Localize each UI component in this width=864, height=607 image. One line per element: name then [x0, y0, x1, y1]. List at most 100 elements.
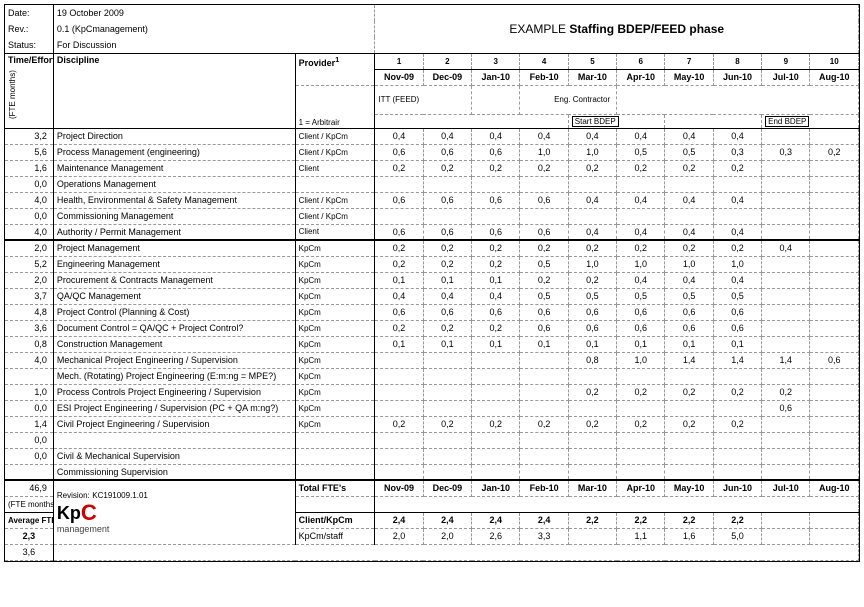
- row-val: [810, 416, 859, 432]
- row-discipline: Process Controls Project Engineering / S…: [53, 384, 295, 400]
- row-provider: [295, 464, 375, 480]
- row-val: 0,1: [375, 272, 423, 288]
- row-val: 0,4: [665, 272, 713, 288]
- row-val: [375, 400, 423, 416]
- row-val: 0,1: [472, 336, 520, 352]
- month-idx-8: 8: [713, 53, 761, 69]
- row-val: 0,2: [568, 384, 616, 400]
- row-provider: Client / KpCm: [295, 192, 375, 208]
- row-val: [762, 320, 810, 336]
- cv4: 2,4: [520, 512, 568, 528]
- row-val: 0,2: [568, 272, 616, 288]
- ftr-m1: Nov-09: [375, 480, 423, 496]
- col-header-row: Time/Effort (FTE months) Discipline Prov…: [5, 53, 859, 69]
- month-lbl-8: Jun-10: [713, 69, 761, 85]
- cv2: 2,4: [423, 512, 471, 528]
- row-val: 0,1: [375, 336, 423, 352]
- main-table: Date: 19 October 2009 EXAMPLE Staffing B…: [5, 5, 859, 561]
- row-discipline: Civil & Mechanical Supervision: [53, 448, 295, 464]
- row-val: [762, 464, 810, 480]
- row-val: 0,2: [423, 320, 471, 336]
- row-val: [762, 368, 810, 384]
- row-val: [520, 384, 568, 400]
- ftr-m2: Dec-09: [423, 480, 471, 496]
- row-val: 0,2: [617, 416, 665, 432]
- rev-value: 0.1 (KpCmanagement): [53, 21, 375, 37]
- row-te: 5,6: [5, 144, 53, 160]
- row-val: 0,2: [713, 384, 761, 400]
- month-lbl-5: Mar-10: [568, 69, 616, 85]
- row-val: 1,0: [617, 352, 665, 368]
- row-val: [810, 224, 859, 240]
- status-label: Status:: [5, 37, 53, 53]
- row-te: 4,0: [5, 352, 53, 368]
- row-val: [810, 432, 859, 448]
- row-val: [375, 448, 423, 464]
- row-val: 0,1: [568, 336, 616, 352]
- ftr-m10: Aug-10: [810, 480, 859, 496]
- row-val: 0,4: [617, 272, 665, 288]
- row-discipline: ESI Project Engineering / Supervision (P…: [53, 400, 295, 416]
- row-val: 0,2: [423, 160, 471, 176]
- row-val: 0,2: [617, 160, 665, 176]
- row-te: 3,2: [5, 128, 53, 144]
- row-provider: KpCm: [295, 304, 375, 320]
- rev-label: Rev.:: [5, 21, 53, 37]
- row-val: [520, 400, 568, 416]
- row-val: 0,5: [665, 288, 713, 304]
- row-val: 1,0: [617, 256, 665, 272]
- row-val: [762, 304, 810, 320]
- row-val: 0,2: [423, 416, 471, 432]
- row-val: [375, 432, 423, 448]
- row-val: [762, 272, 810, 288]
- row-val: 0,5: [568, 288, 616, 304]
- month-lbl-10: Aug-10: [810, 69, 859, 85]
- table-row: 3,7QA/QC ManagementKpCm0,40,40,40,50,50,…: [5, 288, 859, 304]
- table-row: 2,0Procurement & Contracts ManagementKpC…: [5, 272, 859, 288]
- row-te: 2,0: [5, 240, 53, 256]
- row-val: 0,2: [423, 256, 471, 272]
- row-val: 0,4: [472, 288, 520, 304]
- kpcm-staff-label: KpCm/staff: [295, 528, 375, 544]
- row-val: 0,6: [423, 192, 471, 208]
- row-val: [810, 336, 859, 352]
- kv7: 1,6: [665, 528, 713, 544]
- month-lbl-1: Nov-09: [375, 69, 423, 85]
- row-provider: [295, 448, 375, 464]
- row-val: [423, 464, 471, 480]
- row-val: [472, 176, 520, 192]
- row-val: [762, 208, 810, 224]
- row-val: 0,2: [713, 240, 761, 256]
- row-val: 0,4: [713, 224, 761, 240]
- row-val: 1,0: [520, 144, 568, 160]
- kv10: [810, 528, 859, 544]
- row-val: [713, 208, 761, 224]
- kpcm-avg: 3,6: [5, 544, 53, 560]
- cv9: [762, 512, 810, 528]
- row-discipline: Engineering Management: [53, 256, 295, 272]
- footer-kpcm-avg-row: 3,6: [5, 544, 859, 560]
- row-te: 3,7: [5, 288, 53, 304]
- row-val: 0,4: [713, 272, 761, 288]
- row-discipline: Project Management: [53, 240, 295, 256]
- row-val: 0,2: [375, 160, 423, 176]
- row-val: 0,2: [810, 144, 859, 160]
- row-val: [713, 432, 761, 448]
- itt-note: ITT (FEED): [375, 85, 472, 114]
- row-discipline: Maintenance Management: [53, 160, 295, 176]
- table-row: 4,0Mechanical Project Engineering / Supe…: [5, 352, 859, 368]
- table-row: 1,6Maintenance ManagementClient0,20,20,2…: [5, 160, 859, 176]
- table-row: 0,0Civil & Mechanical Supervision: [5, 448, 859, 464]
- row-val: [810, 272, 859, 288]
- row-provider: KpCm: [295, 368, 375, 384]
- row-val: 0,3: [713, 144, 761, 160]
- row-val: [520, 432, 568, 448]
- row-val: 0,5: [520, 288, 568, 304]
- row-provider: [295, 432, 375, 448]
- ftr-m9: Jul-10: [762, 480, 810, 496]
- row-te: [5, 464, 53, 480]
- date-label: Date:: [5, 5, 53, 21]
- table-row: 0,0Commissioning ManagementClient / KpCm: [5, 208, 859, 224]
- row-val: [375, 384, 423, 400]
- row-val: 1,4: [713, 352, 761, 368]
